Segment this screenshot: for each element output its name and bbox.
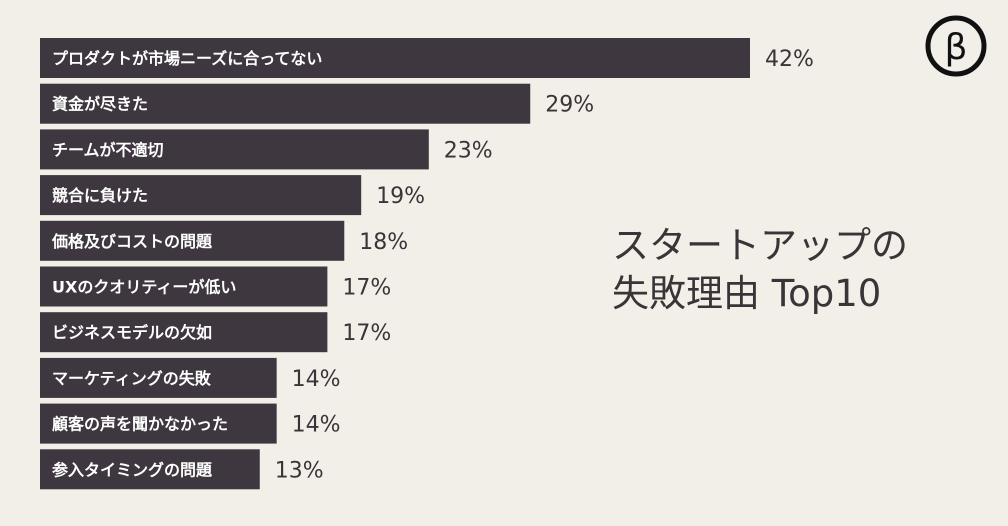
- chart-title: スタートアップの 失敗理由 Top10: [612, 222, 942, 318]
- logo-glyph: β: [945, 27, 968, 68]
- category-label: プロダクトが市場ニーズに合ってない: [52, 49, 322, 68]
- bar-group: 競合に負けた 19%: [40, 175, 425, 216]
- value-label: 13%: [275, 458, 324, 483]
- value-label: 17%: [342, 321, 391, 346]
- category-label: 競合に負けた: [52, 186, 148, 205]
- category-label: マーケティングの失敗: [52, 369, 212, 388]
- bar-group: 資金が尽きた 29%: [40, 83, 594, 124]
- category-label: UXのクオリティーが低い: [52, 278, 236, 297]
- bar: [40, 175, 362, 216]
- value-label: 42%: [765, 47, 814, 72]
- bar: [40, 129, 429, 170]
- chart-title-line-2: 失敗理由 Top10: [612, 272, 882, 315]
- bar-group: ビジネスモデルの欠如 17%: [40, 312, 391, 353]
- beta-logo-icon: β: [925, 15, 987, 77]
- bar: [40, 357, 277, 398]
- category-label: ビジネスモデルの欠如: [52, 323, 212, 342]
- bar-group: 顧客の声を聞かなかった 14%: [40, 403, 341, 444]
- bar-group: 参入タイミングの問題 13%: [40, 449, 324, 490]
- category-label: チームが不適切: [52, 140, 164, 159]
- bar: [40, 220, 345, 261]
- bar-group: 価格及びコストの問題 18%: [40, 220, 408, 261]
- value-label: 29%: [545, 93, 594, 118]
- value-label: 14%: [292, 367, 341, 392]
- category-label: 価格及びコストの問題: [51, 232, 213, 251]
- bar: [40, 403, 277, 444]
- bar: [40, 38, 750, 78]
- bar-group: マーケティングの失敗 14%: [40, 357, 341, 398]
- value-label: 14%: [292, 413, 341, 438]
- bar-group: UXのクオリティーが低い 17%: [40, 266, 391, 307]
- value-label: 18%: [359, 230, 408, 255]
- bar-group: チームが不適切 23%: [40, 129, 493, 170]
- value-label: 23%: [444, 138, 493, 163]
- category-label: 参入タイミングの問題: [52, 460, 213, 479]
- category-label: 資金が尽きた: [52, 95, 148, 114]
- value-label: 17%: [342, 276, 391, 301]
- value-label: 19%: [376, 184, 425, 209]
- category-label: 顧客の声を聞かなかった: [52, 415, 228, 434]
- bar: [40, 449, 260, 490]
- bar-group: プロダクトが市場ニーズに合ってない 42%: [40, 38, 814, 78]
- chart-title-line-1: スタートアップの: [612, 224, 908, 267]
- bar: [40, 266, 328, 307]
- bar: [40, 312, 328, 353]
- bar: [40, 83, 531, 124]
